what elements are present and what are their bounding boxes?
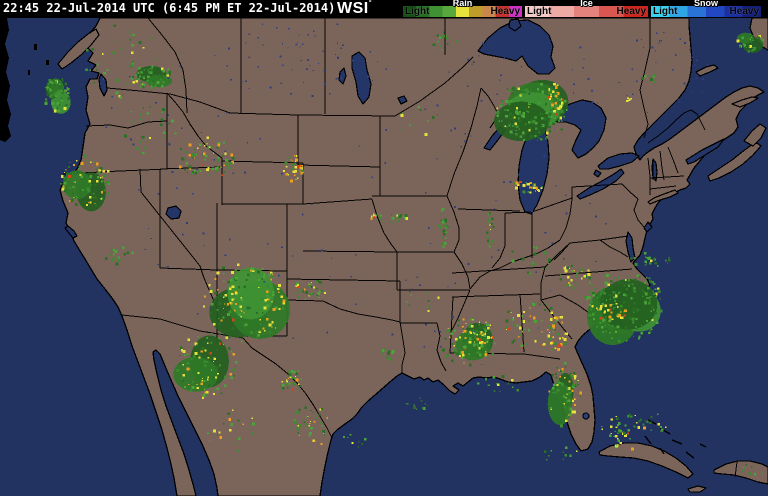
lake-of-the-woods <box>397 95 408 105</box>
cuba <box>598 442 694 479</box>
lake-manitoba <box>338 67 347 85</box>
radar-echoes <box>44 23 764 476</box>
lake-huron <box>551 99 607 159</box>
wsi-logo: WSI° <box>337 0 373 17</box>
snow-scale-bar <box>651 6 761 17</box>
lake-michigan <box>517 118 550 215</box>
lakes <box>64 18 725 420</box>
san-francisco-bay <box>64 225 78 239</box>
jamaica <box>687 485 707 493</box>
cape-breton <box>743 123 767 147</box>
status-bar: 22:45 22-Jul-2014 UTC (6:45 PM ET 22-Jul… <box>0 0 768 18</box>
lake-winnipeg <box>351 51 372 105</box>
lake-nipigon <box>508 18 522 32</box>
delaware-bay <box>643 221 653 233</box>
ice-label: Ice <box>580 0 593 8</box>
ice-light-label: Light <box>527 6 552 17</box>
snow-label: Snow <box>694 0 718 8</box>
nova-scotia <box>707 142 762 182</box>
rain-scale-bar <box>403 6 522 17</box>
legend-snow: Snow Light Heavy <box>651 0 761 18</box>
anticosti-island <box>695 64 719 77</box>
bay-of-fundy <box>685 138 725 165</box>
legend-rain: Rain Light Heavy <box>403 0 522 18</box>
precip-legend: Rain Light Heavy Ice Light Heavy Snow Light Heav… <box>403 0 761 18</box>
timestamp-label: 22:45 22-Jul-2014 UTC (6:45 PM ET 22-Jul… <box>3 1 336 15</box>
prince-edward-island <box>731 96 759 108</box>
puget-sound <box>98 73 108 97</box>
long-island <box>647 189 679 205</box>
bahamas-islands <box>644 419 707 459</box>
snow-light-label: Light <box>653 6 678 17</box>
ice-heavy-label: Heavy <box>616 6 646 17</box>
chesapeake-bay <box>625 231 636 263</box>
rain-label: Rain <box>452 0 473 8</box>
lake-ontario <box>597 152 640 170</box>
legend-ice: Ice Light Heavy <box>525 0 648 18</box>
snow-heavy-label: Heavy <box>729 6 759 17</box>
rain-light-label: Light <box>405 6 430 17</box>
coast-edge-strip <box>0 18 49 142</box>
islands <box>57 18 768 493</box>
logo-mark: ° <box>368 0 373 7</box>
great-salt-lake <box>165 205 182 220</box>
radar-map <box>0 18 768 496</box>
rain-heavy-label: Heavy <box>490 6 520 17</box>
vancouver-island <box>57 28 100 70</box>
ice-scale-bar <box>525 6 648 17</box>
lake-erie <box>576 168 625 200</box>
lake-st-clair <box>593 169 602 178</box>
hispaniola <box>713 460 768 485</box>
